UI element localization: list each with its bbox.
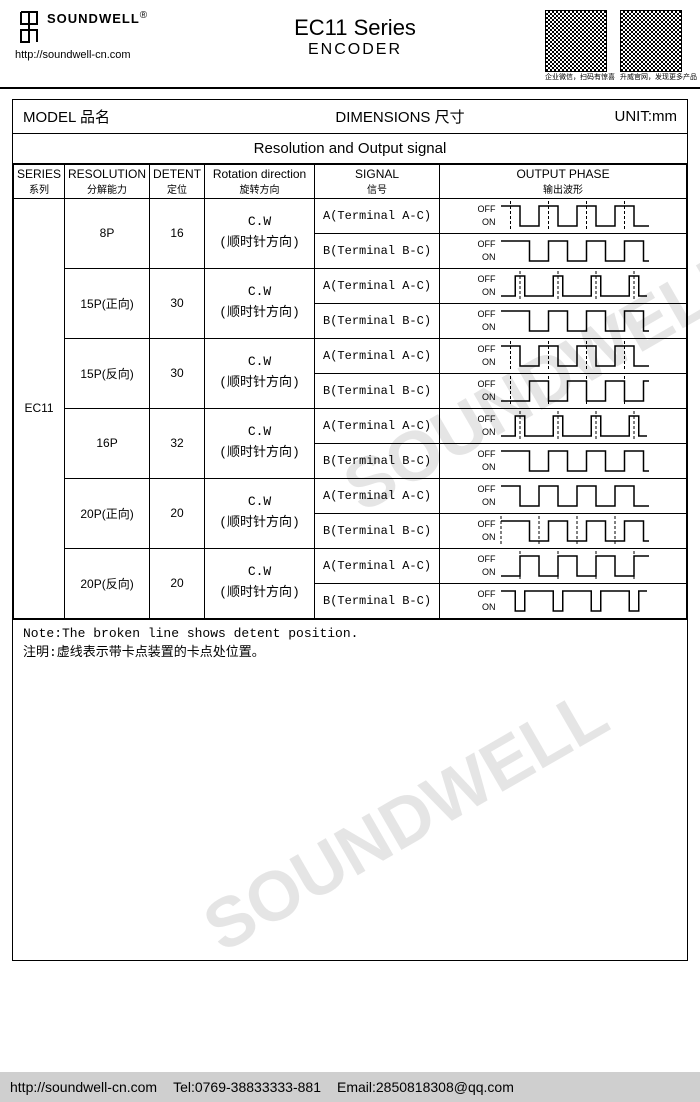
wave-b-cell: OFFON: [440, 373, 687, 408]
table-row: 20P(正向)20C.W(顺时针方向)A(Terminal A-C) OFFON: [14, 478, 687, 513]
note-block: Note:The broken line shows detent positi…: [13, 619, 687, 960]
resolution-cell: 15P(反向): [65, 338, 150, 408]
qr-icon: [620, 10, 682, 72]
table-row: 16P32C.W(顺时针方向)A(Terminal A-C) OFFON: [14, 408, 687, 443]
spec-table: SERIES系列 RESOLUTION分解能力 DETENT定位 Rotatio…: [13, 164, 687, 619]
series-cell: EC11: [14, 198, 65, 618]
detent-cell: 16: [150, 198, 205, 268]
resolution-cell: 20P(反向): [65, 548, 150, 618]
signal-b-cell: B(Terminal B-C): [315, 233, 440, 268]
wave-b-cell: OFFON: [440, 513, 687, 548]
rotation-cell: C.W(顺时针方向): [205, 338, 315, 408]
resolution-cell: 8P: [65, 198, 150, 268]
wave-a-cell: OFFON: [440, 478, 687, 513]
detent-cell: 20: [150, 478, 205, 548]
signal-a-cell: A(Terminal A-C): [315, 408, 440, 443]
qr1-caption: 企业微信，扫码有惊喜: [545, 74, 610, 82]
signal-b-cell: B(Terminal B-C): [315, 373, 440, 408]
table-row: 20P(反向)20C.W(顺时针方向)A(Terminal A-C) OFFON: [14, 548, 687, 583]
th-phase: OUTPUT PHASE输出波形: [440, 164, 687, 198]
wave-b-cell: OFFON: [440, 583, 687, 618]
detent-cell: 30: [150, 338, 205, 408]
footer-email: Email:2850818308@qq.com: [337, 1079, 514, 1095]
signal-b-cell: B(Terminal B-C): [315, 583, 440, 618]
detent-cell: 20: [150, 548, 205, 618]
table-row: EC118P16C.W(顺时针方向)A(Terminal A-C) OFFON: [14, 198, 687, 233]
wave-b-cell: OFFON: [440, 233, 687, 268]
model-label: MODEL 品名: [23, 106, 223, 127]
rotation-cell: C.W(顺时针方向): [205, 478, 315, 548]
table-row: 15P(正向)30C.W(顺时针方向)A(Terminal A-C) OFFON: [14, 268, 687, 303]
banner-row: MODEL 品名 DIMENSIONS 尺寸 UNIT:mm: [13, 100, 687, 134]
title-block: EC11 Series ENCODER: [165, 10, 545, 59]
wave-b-cell: OFFON: [440, 443, 687, 478]
unit-label: UNIT:mm: [577, 108, 677, 125]
resolution-cell: 16P: [65, 408, 150, 478]
wave-a-cell: OFFON: [440, 198, 687, 233]
signal-a-cell: A(Terminal A-C): [315, 338, 440, 373]
th-signal: SIGNAL信号: [315, 164, 440, 198]
qr-2: 升威官网，发现更多产品: [620, 10, 685, 82]
qr-block: 企业微信，扫码有惊喜 升威官网，发现更多产品: [545, 10, 685, 82]
page-header: SOUNDWELL® http://soundwell-cn.com EC11 …: [0, 0, 700, 89]
brand-url: http://soundwell-cn.com: [15, 49, 165, 61]
rotation-cell: C.W(顺时针方向): [205, 408, 315, 478]
section-title: Resolution and Output signal: [13, 134, 687, 164]
series-title: EC11 Series: [165, 15, 545, 41]
content-frame: MODEL 品名 DIMENSIONS 尺寸 UNIT:mm Resolutio…: [12, 99, 688, 961]
th-resolution: RESOLUTION分解能力: [65, 164, 150, 198]
resolution-cell: 15P(正向): [65, 268, 150, 338]
wave-a-cell: OFFON: [440, 268, 687, 303]
rotation-cell: C.W(顺时针方向): [205, 548, 315, 618]
signal-a-cell: A(Terminal A-C): [315, 478, 440, 513]
logo-icon: [15, 10, 43, 47]
note-en: Note:The broken line shows detent positi…: [23, 626, 677, 641]
wave-a-cell: OFFON: [440, 338, 687, 373]
page-footer: http://soundwell-cn.com Tel:0769-3883333…: [0, 1072, 700, 1102]
footer-tel: Tel:0769-38833333-881: [173, 1079, 321, 1095]
reg-mark: ®: [140, 10, 147, 21]
detent-cell: 32: [150, 408, 205, 478]
note-zh: 注明:虚线表示带卡点装置的卡点处位置。: [23, 641, 677, 660]
resolution-cell: 20P(正向): [65, 478, 150, 548]
brand-name: SOUNDWELL: [47, 11, 140, 26]
logo-block: SOUNDWELL® http://soundwell-cn.com: [15, 10, 165, 61]
signal-b-cell: B(Terminal B-C): [315, 513, 440, 548]
qr2-caption: 升威官网，发现更多产品: [620, 74, 685, 82]
th-series: SERIES系列: [14, 164, 65, 198]
rotation-cell: C.W(顺时针方向): [205, 268, 315, 338]
signal-a-cell: A(Terminal A-C): [315, 198, 440, 233]
signal-a-cell: A(Terminal A-C): [315, 548, 440, 583]
wave-a-cell: OFFON: [440, 408, 687, 443]
signal-b-cell: B(Terminal B-C): [315, 443, 440, 478]
footer-url: http://soundwell-cn.com: [10, 1079, 157, 1095]
wave-a-cell: OFFON: [440, 548, 687, 583]
qr-icon: [545, 10, 607, 72]
th-detent: DETENT定位: [150, 164, 205, 198]
signal-a-cell: A(Terminal A-C): [315, 268, 440, 303]
rotation-cell: C.W(顺时针方向): [205, 198, 315, 268]
qr-1: 企业微信，扫码有惊喜: [545, 10, 610, 82]
table-row: 15P(反向)30C.W(顺时针方向)A(Terminal A-C) OFFON: [14, 338, 687, 373]
dimensions-label: DIMENSIONS 尺寸: [223, 106, 577, 127]
wave-b-cell: OFFON: [440, 303, 687, 338]
subtitle: ENCODER: [165, 41, 545, 59]
th-rotation: Rotation direction旋转方向: [205, 164, 315, 198]
signal-b-cell: B(Terminal B-C): [315, 303, 440, 338]
detent-cell: 30: [150, 268, 205, 338]
